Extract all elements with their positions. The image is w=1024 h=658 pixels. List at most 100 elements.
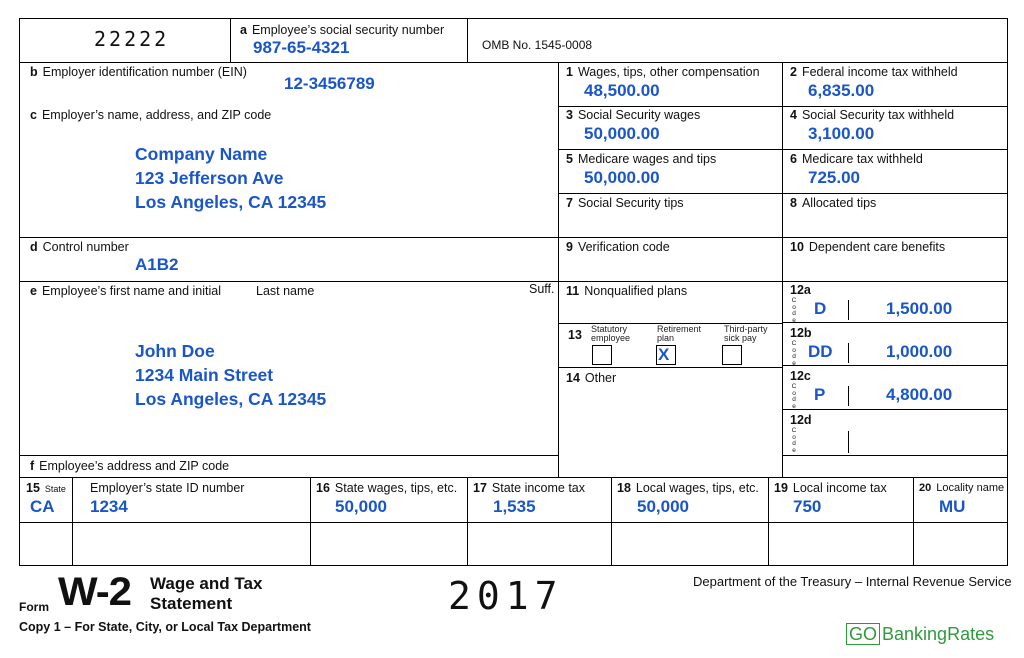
suffix-label: Suff. <box>529 282 555 296</box>
third-party-sick-pay-checkbox[interactable] <box>722 345 742 365</box>
divider <box>20 477 1007 478</box>
box2-value[interactable]: 6,835.00 <box>808 81 875 100</box>
divider <box>467 19 468 62</box>
box12c-amount[interactable]: 4,800.00 <box>886 385 953 404</box>
box12a-amount[interactable]: 1,500.00 <box>886 299 953 318</box>
divider <box>20 62 1007 63</box>
code-divider <box>848 386 849 406</box>
w2-form: 22222 a Employee’s social security number… <box>19 18 1008 566</box>
form-title-line1: Wage and Tax <box>150 574 263 593</box>
box12b-code[interactable]: DD <box>808 342 833 361</box>
box4-label: 4 Social Security tax withheld <box>790 108 955 122</box>
tax-year: 2017 <box>448 574 564 618</box>
retirement-plan-mark: X <box>658 345 670 364</box>
omb-number: OMB No. 1545-0008 <box>482 38 593 52</box>
divider <box>467 477 468 565</box>
employer-street[interactable]: 123 Jefferson Ave <box>135 168 284 188</box>
box14-label: 14 Other <box>566 371 617 385</box>
state-value[interactable]: CA <box>30 497 55 516</box>
box19-value[interactable]: 750 <box>793 497 822 516</box>
box6-label: 6 Medicare tax withheld <box>790 152 923 166</box>
copy-designation: Copy 1 – For State, City, or Local Tax D… <box>19 620 311 634</box>
ein-label: b Employer identification number (EIN) <box>30 65 247 79</box>
box12a-code[interactable]: D <box>814 299 827 318</box>
divider <box>611 477 612 565</box>
thirdparty-label-2: sick pay <box>724 333 757 343</box>
control-number-value[interactable]: A1B2 <box>135 255 179 274</box>
box18-value[interactable]: 50,000 <box>637 497 689 516</box>
code-divider <box>848 431 849 453</box>
box19-label: 19 Local income tax <box>774 481 887 495</box>
employee-street[interactable]: 1234 Main Street <box>135 365 274 385</box>
state-id-label: Employer’s state ID number <box>90 481 245 495</box>
employer-name[interactable]: Company Name <box>135 144 268 164</box>
statutory-employee-checkbox[interactable] <box>592 345 612 365</box>
code-divider <box>848 343 849 363</box>
ssn-label: a Employee’s social security number <box>240 23 445 37</box>
divider <box>72 477 73 565</box>
box10-label: 10 Dependent care benefits <box>790 240 946 254</box>
box9-label: 9 Verification code <box>566 240 670 254</box>
box3-value[interactable]: 50,000.00 <box>584 124 660 143</box>
box1-label: 1 Wages, tips, other compensation <box>566 65 760 79</box>
divider <box>20 281 558 282</box>
code-divider <box>848 300 849 320</box>
box12b-label: 12b <box>790 326 812 340</box>
box3-label: 3 Social Security wages <box>566 108 701 122</box>
retirement-label-2: plan <box>657 333 675 343</box>
form-word: Form <box>19 600 49 614</box>
divider <box>782 62 783 477</box>
box5-label: 5 Medicare wages and tips <box>566 152 717 166</box>
divider <box>913 477 914 565</box>
box16-label: 16 State wages, tips, etc. <box>316 481 458 495</box>
employer-city[interactable]: Los Angeles, CA 12345 <box>135 192 327 212</box>
box20-label: 20 Locality name <box>919 482 1005 494</box>
box12c-code[interactable]: P <box>814 385 826 404</box>
divider <box>768 477 769 565</box>
divider <box>782 365 1007 366</box>
box18-label: 18 Local wages, tips, etc. <box>617 481 759 495</box>
ssn-value[interactable]: 987-65-4321 <box>253 38 350 57</box>
employee-city[interactable]: Los Angeles, CA 12345 <box>135 389 327 409</box>
box15-number: 15 State <box>26 481 66 495</box>
last-name-label: Last name <box>256 284 315 298</box>
box12b-amount[interactable]: 1,000.00 <box>886 342 953 361</box>
employee-name-label: e Employee’s first name and initial <box>30 284 221 298</box>
divider <box>20 522 1007 523</box>
gobankingrates-logo: GO BankingRates <box>846 622 994 646</box>
retirement-plan-checkbox[interactable] <box>656 345 676 365</box>
ein-value[interactable]: 12-3456789 <box>284 74 375 93</box>
employee-name[interactable]: John Doe <box>135 341 215 361</box>
employer-address-label: c Employer’s name, address, and ZIP code <box>30 108 272 122</box>
box4-value[interactable]: 3,100.00 <box>808 124 875 143</box>
box12d-label: 12d <box>790 413 812 427</box>
form-name: W-2 <box>58 570 132 614</box>
divider <box>310 477 311 565</box>
box17-label: 17 State income tax <box>473 481 586 495</box>
box5-value[interactable]: 50,000.00 <box>584 168 660 187</box>
divider <box>230 19 231 62</box>
box7-label: 7 Social Security tips <box>566 196 684 210</box>
box16-value[interactable]: 50,000 <box>335 497 387 516</box>
divider <box>558 367 782 368</box>
employee-address-label: f Employee’s address and ZIP code <box>30 459 230 473</box>
control-code: 22222 <box>94 27 170 51</box>
control-number-label: d Control number <box>30 240 129 254</box>
divider <box>558 323 782 324</box>
form-title-line2: Statement <box>150 594 233 613</box>
box17-value[interactable]: 1,535 <box>493 497 536 516</box>
box1-value[interactable]: 48,500.00 <box>584 81 660 100</box>
state-id-value[interactable]: 1234 <box>90 497 128 516</box>
divider <box>782 455 1007 456</box>
box2-label: 2 Federal income tax withheld <box>790 65 958 79</box>
box11-label: 11 Nonqualified plans <box>566 284 688 298</box>
box6-value[interactable]: 725.00 <box>808 168 860 187</box>
box8-label: 8 Allocated tips <box>790 196 877 210</box>
department-label: Department of the Treasury – Internal Re… <box>693 574 1012 589</box>
box20-value[interactable]: MU <box>939 497 966 516</box>
box12a-label: 12a <box>790 283 811 297</box>
